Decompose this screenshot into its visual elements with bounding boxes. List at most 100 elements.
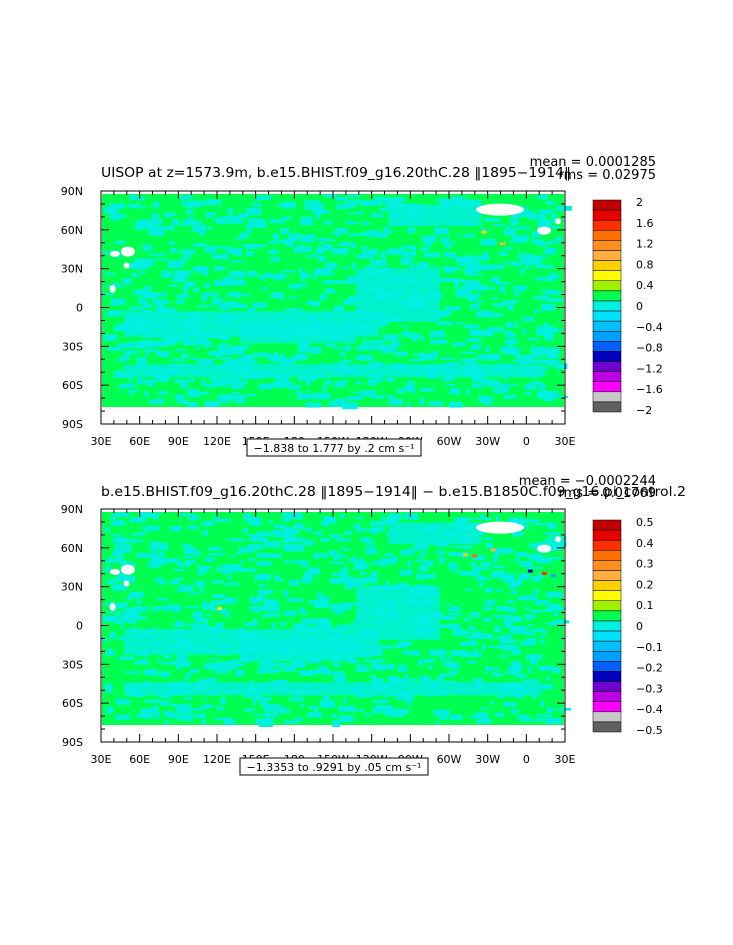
field-cell bbox=[256, 552, 268, 558]
field-cell bbox=[422, 658, 435, 663]
field-cell bbox=[448, 562, 458, 568]
field-cell bbox=[490, 701, 495, 705]
field-cell bbox=[178, 714, 193, 721]
field-cell bbox=[531, 628, 544, 632]
field-cell bbox=[501, 644, 518, 651]
field-cell bbox=[189, 516, 198, 521]
field-cell bbox=[493, 388, 509, 394]
y-tick-label: 90N bbox=[61, 185, 83, 198]
field-cell bbox=[115, 714, 131, 720]
field-cell bbox=[239, 568, 256, 572]
field-cell bbox=[187, 217, 195, 224]
field-cell bbox=[163, 212, 176, 216]
field-cell bbox=[217, 377, 235, 380]
field-cell bbox=[225, 568, 239, 573]
field-cell bbox=[497, 386, 510, 390]
field-cell bbox=[494, 636, 509, 640]
field-cell bbox=[462, 545, 474, 549]
field-cell bbox=[424, 241, 432, 247]
chart-title: b.e15.BHIST.f09_g16.20thC.28 ‖1895−1914‖… bbox=[101, 485, 686, 500]
field-cell bbox=[211, 580, 225, 584]
field-cell bbox=[357, 664, 367, 669]
field-cell bbox=[482, 617, 491, 622]
colorbar-label: 0.4 bbox=[636, 279, 654, 292]
field-cell bbox=[188, 525, 198, 530]
field-cell bbox=[529, 609, 544, 613]
field-cell bbox=[198, 391, 210, 395]
field-cell bbox=[536, 195, 549, 200]
field-cell bbox=[238, 381, 248, 384]
field-cell bbox=[491, 358, 498, 361]
colorbar-label: 0.4 bbox=[636, 537, 654, 550]
field-cell bbox=[273, 233, 280, 240]
field-cell bbox=[180, 248, 184, 255]
field-cell bbox=[510, 590, 518, 595]
field-cell bbox=[466, 260, 479, 263]
field-cell bbox=[195, 581, 206, 587]
field-cell bbox=[281, 216, 291, 220]
colorbar-swatch bbox=[592, 691, 622, 702]
field-cell bbox=[333, 248, 349, 255]
field-cell bbox=[436, 199, 445, 202]
field-cell bbox=[421, 565, 429, 572]
field-cell bbox=[219, 335, 231, 341]
field-cell bbox=[244, 245, 259, 249]
field-cell bbox=[142, 244, 152, 251]
field-cell bbox=[185, 561, 191, 567]
field-cell bbox=[129, 377, 133, 382]
field-cell bbox=[332, 662, 341, 667]
colorbar-label: 1.6 bbox=[636, 217, 654, 230]
field-cell bbox=[521, 357, 530, 365]
field-cell bbox=[360, 571, 367, 575]
field-cell bbox=[538, 219, 551, 226]
field-cell bbox=[362, 540, 375, 544]
field-cell bbox=[370, 521, 387, 526]
field-cell bbox=[511, 211, 522, 218]
field-cell bbox=[543, 329, 554, 336]
field-cell bbox=[305, 274, 311, 278]
field-cell bbox=[274, 575, 281, 580]
field-cell bbox=[464, 199, 481, 206]
field-cell bbox=[214, 717, 230, 721]
field-cell bbox=[253, 352, 270, 357]
field-cell bbox=[511, 531, 524, 537]
field-cell bbox=[258, 383, 273, 390]
field-cell bbox=[257, 696, 272, 701]
field-cell bbox=[294, 353, 308, 361]
field-cell bbox=[105, 560, 117, 564]
field-cell bbox=[464, 617, 470, 622]
field-cell bbox=[507, 304, 514, 311]
field-cell bbox=[324, 344, 337, 347]
field-cell bbox=[403, 386, 415, 391]
field-cell bbox=[233, 303, 247, 309]
field-cell bbox=[227, 575, 232, 580]
field-cell bbox=[354, 381, 362, 385]
missing-region bbox=[123, 262, 130, 269]
field-cell bbox=[344, 344, 351, 352]
field-cell bbox=[547, 622, 557, 626]
field-cell bbox=[341, 567, 348, 574]
field-cell bbox=[399, 570, 410, 576]
field-cell bbox=[537, 383, 546, 390]
field-cell bbox=[510, 219, 517, 226]
y-tick-label: 0 bbox=[76, 620, 83, 633]
field-cell bbox=[370, 571, 378, 578]
field-cell bbox=[305, 570, 314, 578]
field-cell bbox=[179, 195, 193, 199]
field-cell bbox=[370, 545, 374, 549]
field-cell bbox=[326, 518, 337, 524]
field-cell bbox=[471, 555, 486, 561]
field-cell bbox=[491, 571, 505, 578]
field-cell bbox=[355, 354, 373, 361]
mean-label: mean = 0.0001285 bbox=[530, 155, 656, 170]
field-cell bbox=[114, 240, 125, 244]
field-cell bbox=[183, 253, 191, 259]
field-cell bbox=[496, 589, 503, 592]
field-cell bbox=[546, 359, 560, 366]
field-cell bbox=[523, 641, 531, 645]
field-cell bbox=[284, 381, 293, 387]
field-cell bbox=[546, 707, 554, 713]
field-cell bbox=[325, 288, 335, 294]
field-cell bbox=[265, 553, 282, 558]
field-cell bbox=[308, 600, 316, 604]
